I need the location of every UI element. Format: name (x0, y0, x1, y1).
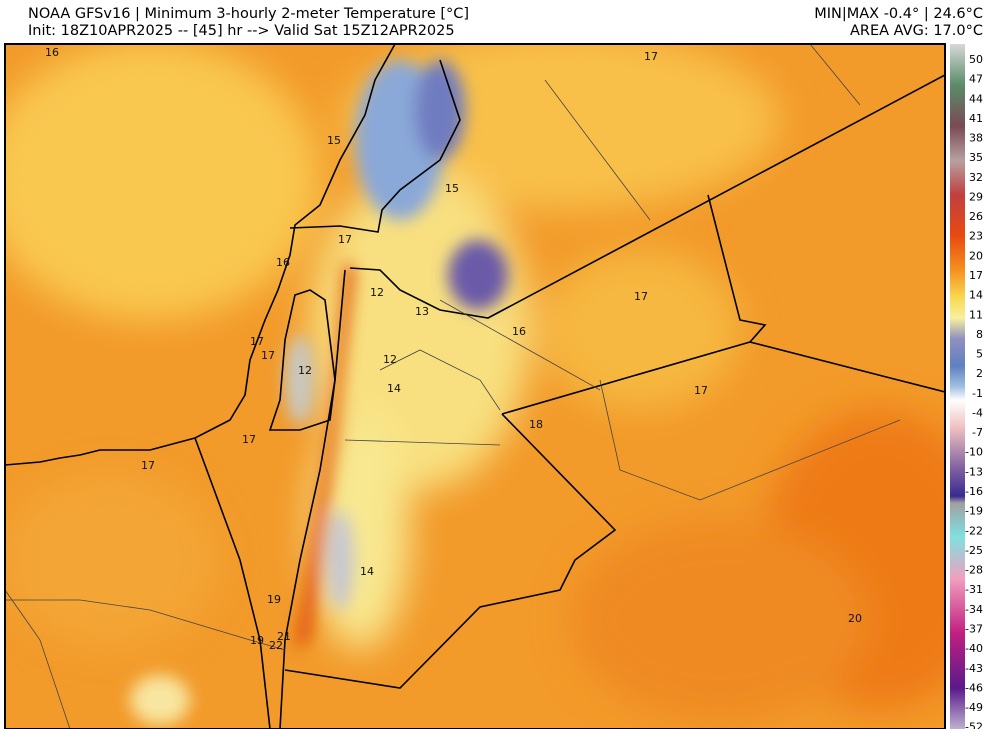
colorbar-label: -19 (965, 505, 983, 518)
colorbar-label: 14 (969, 289, 983, 302)
title: NOAA GFSv16 | Minimum 3-hourly 2-meter T… (28, 6, 469, 22)
contour-label: 21 (277, 630, 291, 643)
colorbar-label: 47 (969, 73, 983, 86)
colorbar-label: 2 (976, 367, 983, 380)
colorbar-label: 8 (976, 328, 983, 341)
colorbar-label: 35 (969, 151, 983, 164)
colorbar-label: -16 (965, 485, 983, 498)
colorbar-label: 23 (969, 230, 983, 243)
contour-label: 20 (848, 612, 862, 625)
contour-label: 17 (338, 233, 352, 246)
colorbar-label: 32 (969, 171, 983, 184)
contour-label: 12 (298, 364, 312, 377)
contour-label: 17 (242, 433, 256, 446)
colorbar-label: -10 (965, 446, 983, 459)
colorbar-label: -46 (965, 681, 983, 694)
contour-label: 16 (512, 325, 526, 338)
colorbar-label: -49 (965, 701, 983, 714)
contour-label: 22 (269, 639, 283, 652)
colorbar-label: -31 (965, 583, 983, 596)
contour-label: 17 (694, 384, 708, 397)
colorbar-label: -22 (965, 524, 983, 537)
contour-label: 17 (141, 459, 155, 472)
colorbar (950, 44, 965, 729)
contour-label: 17 (634, 290, 648, 303)
colorbar-label: 38 (969, 132, 983, 145)
colorbar-label: 20 (969, 249, 983, 262)
colorbar-label: -40 (965, 642, 983, 655)
contour-label: 16 (45, 46, 59, 59)
contour-label: 13 (415, 305, 429, 318)
colorbar-label: 29 (969, 190, 983, 203)
colorbar-label: 44 (969, 92, 983, 105)
colorbar-label: 26 (969, 210, 983, 223)
contour-label: 19 (267, 593, 281, 606)
contour-label: 12 (383, 353, 397, 366)
area-avg: AREA AVG: 17.0°C (850, 23, 983, 39)
contour-label: 15 (445, 182, 459, 195)
contour-label: 12 (370, 286, 384, 299)
contour-label: 17 (261, 349, 275, 362)
min-max: MIN|MAX -0.4° | 24.6°C (814, 6, 983, 22)
colorbar-label: -37 (965, 622, 983, 635)
colorbar-label: -7 (972, 426, 983, 439)
contour-label: 14 (387, 382, 401, 395)
contour-label: 18 (529, 418, 543, 431)
contour-label: 19 (250, 634, 264, 647)
colorbar-label: -4 (972, 406, 983, 419)
colorbar-label: 5 (976, 348, 983, 361)
colorbar-label: -52 (965, 721, 983, 729)
colorbar-label: 11 (969, 308, 983, 321)
colorbar-label: -13 (965, 465, 983, 478)
colorbar-label: -28 (965, 564, 983, 577)
colorbar-label: 41 (969, 112, 983, 125)
colorbar-label: 50 (969, 53, 983, 66)
subtitle: Init: 18Z10APR2025 -- [45] hr --> Valid … (28, 23, 455, 39)
contour-label: 15 (327, 134, 341, 147)
colorbar-label: -25 (965, 544, 983, 557)
contour-label: 17 (250, 335, 264, 348)
colorbar-label: -34 (965, 603, 983, 616)
colorbar-ticks: 50 47 44 41 38 35 32 29 26 23 20 17 14 11 8 5 2 -1 -4 -7 -10… (965, 53, 983, 733)
contour-label: 17 (644, 50, 658, 63)
contour-label: 14 (360, 565, 374, 578)
colorbar-label: -1 (972, 387, 983, 400)
colorbar-label: -43 (965, 662, 983, 675)
colorbar-label: 17 (969, 269, 983, 282)
contour-label: 16 (276, 256, 290, 269)
